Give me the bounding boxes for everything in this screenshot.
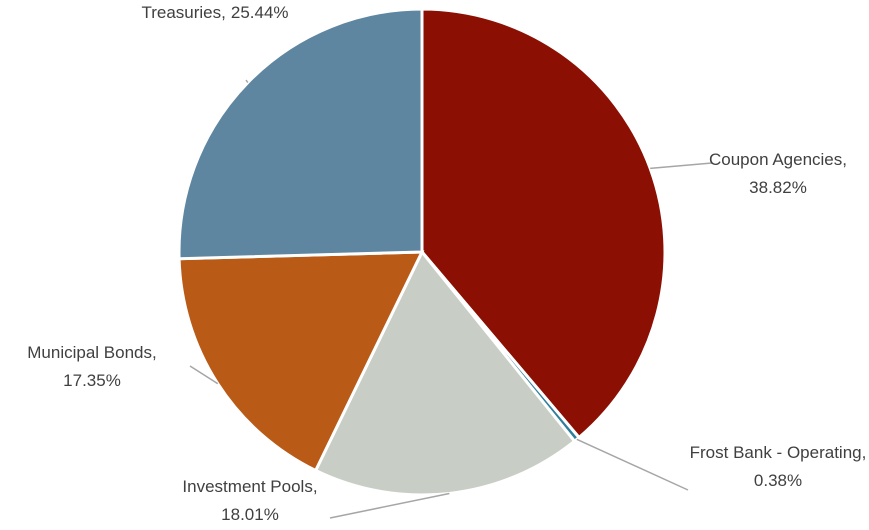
category-label: Coupon Agencies bbox=[709, 150, 842, 169]
value-label: 18.01% bbox=[221, 505, 279, 524]
separator: , bbox=[862, 443, 867, 462]
category-label: Municipal Bonds bbox=[27, 343, 152, 362]
category-label: Frost Bank - Operating bbox=[690, 443, 862, 462]
data-label: Frost Bank - Operating, 0.38% bbox=[690, 443, 867, 490]
data-label: Municipal Bonds, 17.35% bbox=[27, 343, 156, 390]
pie-slice bbox=[177, 250, 425, 473]
category-label: Investment Pools bbox=[182, 477, 312, 496]
separator: , bbox=[152, 343, 157, 362]
data-label: Coupon Agencies, 38.82% bbox=[709, 150, 847, 197]
leader-line bbox=[650, 162, 713, 170]
leader-line bbox=[189, 365, 219, 385]
separator: , bbox=[221, 3, 226, 22]
category-label: Treasuries bbox=[141, 3, 221, 22]
value-label: 38.82% bbox=[749, 178, 807, 197]
separator: , bbox=[313, 477, 318, 496]
pie-slice bbox=[177, 7, 424, 261]
data-label: Investment Pools, 18.01% bbox=[182, 477, 317, 524]
separator: , bbox=[842, 150, 847, 169]
value-label: 17.35% bbox=[63, 371, 121, 390]
pie-slice bbox=[313, 249, 577, 497]
value-label: 25.44% bbox=[231, 3, 289, 22]
leader-line bbox=[245, 79, 249, 83]
leader-line bbox=[329, 492, 450, 519]
data-label: Treasuries, 25.44% bbox=[141, 3, 288, 22]
leader-line bbox=[576, 438, 689, 491]
value-label: 0.38% bbox=[754, 471, 802, 490]
